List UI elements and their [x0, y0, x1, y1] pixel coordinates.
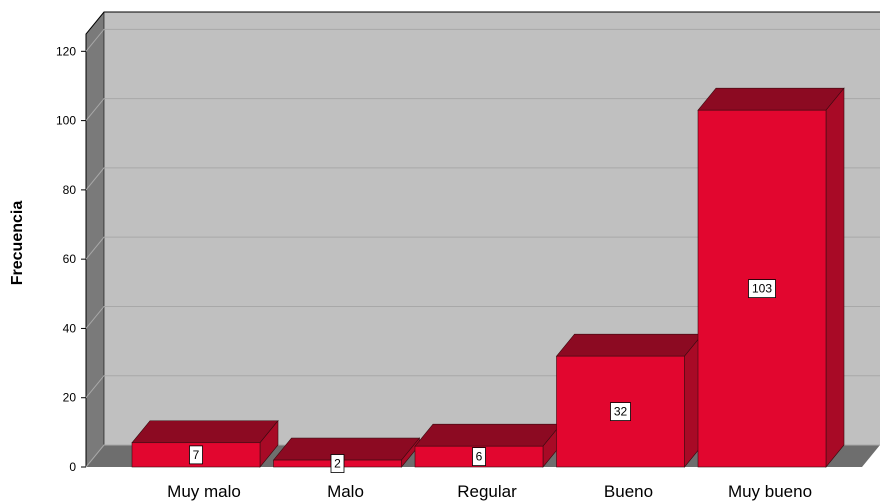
bar-top: [555, 333, 704, 357]
bars: 7 2 6 32 103: [131, 87, 845, 473]
data-label-box: [472, 447, 486, 467]
category-label: Bueno: [604, 482, 653, 501]
data-label: 2: [334, 457, 341, 471]
category-label: Muy bueno: [728, 482, 812, 501]
y-tick-label: 60: [63, 252, 77, 266]
bar-top: [414, 423, 562, 447]
data-label: 7: [193, 448, 200, 462]
bar-top: [697, 87, 845, 111]
gridline: [85, 98, 880, 121]
bar-top: [131, 420, 279, 444]
gridline: [85, 236, 880, 260]
category-label: Muy malo: [167, 482, 241, 501]
data-label-box: [748, 279, 776, 299]
bar: 103: [697, 87, 845, 468]
category-label: Regular: [457, 482, 517, 501]
y-tick-label: 0: [69, 460, 76, 474]
data-label-box: [330, 454, 345, 473]
gridline: [85, 28, 880, 52]
bar-side: [825, 87, 845, 468]
y-tick-label: 80: [63, 183, 77, 197]
gridline: [85, 305, 880, 329]
data-label: 103: [752, 282, 772, 296]
data-label: 32: [614, 405, 628, 419]
bar: 6: [414, 423, 562, 468]
y-tick-label: 120: [56, 44, 76, 58]
bar: 7: [131, 419, 279, 468]
y-axis-ticks: 0 20 40 60 80 100 120: [56, 44, 86, 474]
bar: 2: [272, 437, 421, 473]
y-tick-label: 40: [63, 321, 77, 335]
x-axis-categories: Muy malo Malo Regular Bueno Muy bueno: [167, 482, 812, 501]
data-label-box: [610, 402, 631, 421]
y-tick-label: 100: [56, 114, 76, 128]
data-label-box: [189, 445, 203, 465]
category-label: Malo: [327, 482, 364, 501]
y-tick-label: 20: [63, 391, 77, 405]
bar: 32: [555, 333, 704, 468]
side-wall: [86, 12, 104, 467]
frame: [85, 11, 880, 467]
bar-top: [272, 437, 421, 461]
data-label: 6: [476, 450, 483, 464]
y-axis-label: Frecuencia: [9, 201, 26, 286]
gridline: [85, 167, 880, 191]
